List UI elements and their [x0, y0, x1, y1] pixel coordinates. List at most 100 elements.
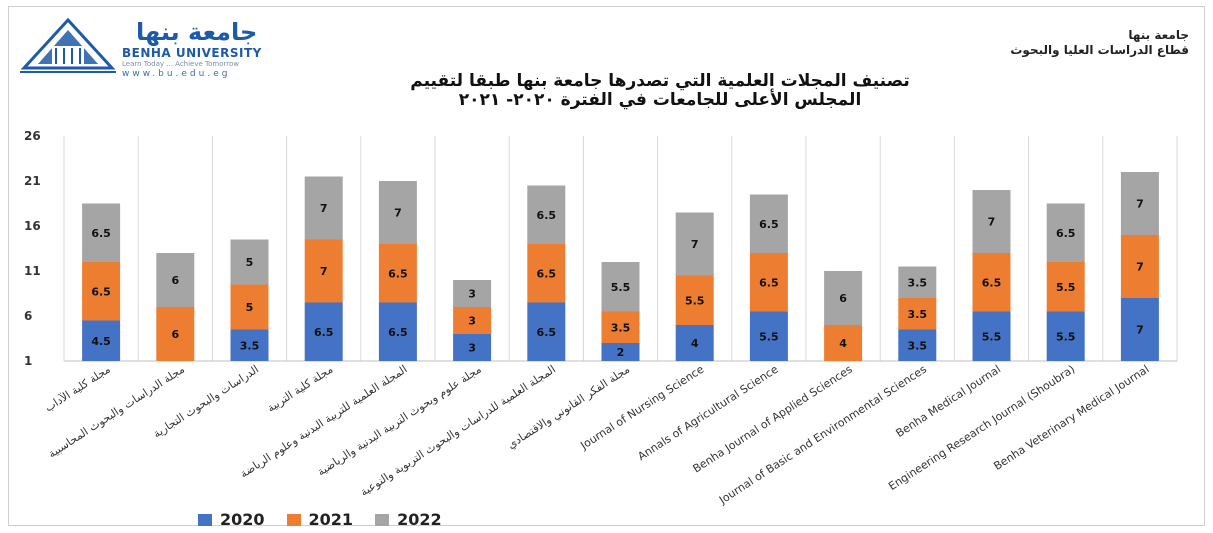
org-line-2: قطاع الدراسات العليا والبحوث: [1010, 43, 1189, 57]
bar-segment-2022: [824, 271, 863, 325]
bar-segment-2020: [749, 311, 788, 361]
chart-title: تصنيف المجلات العلمية التي تصدرها جامعة …: [300, 72, 1020, 110]
data-label: 3: [468, 288, 476, 301]
university-logo: جامعة بنها BENHA UNIVERSITY Learn Today …: [18, 16, 278, 86]
data-label: 6: [839, 292, 847, 305]
bar-segment-2021: [675, 275, 714, 325]
data-label: 3.5: [908, 308, 928, 321]
legend-label: 2020: [220, 510, 265, 529]
bar-segment-2020: [82, 320, 121, 361]
data-label: 6: [171, 328, 179, 341]
data-label: 6.5: [982, 276, 1002, 289]
bar-segment-2022: [378, 181, 417, 244]
bar-segment-2021: [304, 239, 343, 303]
x-tick-label: Benha Veterinary Medical Journal: [991, 363, 1151, 473]
legend-label: 2021: [308, 510, 354, 529]
data-label: 6.5: [388, 267, 408, 280]
data-label: 5.5: [685, 294, 705, 307]
chart-title-line-2: المجلس الأعلى للجامعات في الفترة ٢٠٢٠- ٢…: [458, 90, 862, 110]
data-label: 7: [320, 202, 328, 215]
bar-segment-2021: [972, 253, 1011, 312]
chart-frame: [8, 6, 1205, 526]
data-label: 6.5: [759, 218, 779, 231]
data-label: 7: [1136, 324, 1144, 337]
bar-segment-2022: [675, 212, 714, 276]
data-label: 6.5: [537, 209, 557, 222]
data-label: 6: [171, 274, 179, 287]
data-label: 3.5: [908, 339, 928, 352]
bar-segment-2021: [378, 244, 417, 303]
bar-segment-2020: [378, 302, 417, 361]
y-tick-label: 16: [24, 219, 41, 233]
university-emblem-icon: [20, 17, 116, 73]
y-tick-label: 26: [24, 129, 41, 143]
bar-segment-2020: [527, 302, 566, 361]
logo-url: www.bu.edu.eg: [122, 69, 231, 79]
data-label: 6.5: [759, 276, 779, 289]
bar-segment-2021: [82, 262, 121, 321]
bar-segment-2020: [972, 311, 1011, 361]
data-label: 5.5: [1056, 330, 1076, 343]
data-label: 6.5: [1056, 227, 1076, 240]
data-label: 3.5: [240, 339, 260, 352]
data-label: 6.5: [91, 227, 111, 240]
data-label: 7: [988, 216, 996, 229]
bar-segment-2020: [675, 325, 714, 361]
organization-header: جامعة بنها قطاع الدراسات العليا والبحوث: [1010, 28, 1189, 58]
bar-segment-2021: [156, 307, 195, 361]
data-label: 6.5: [537, 267, 557, 280]
data-label: 6.5: [314, 326, 334, 339]
bar-segment-2020: [898, 329, 937, 361]
data-label: 5: [246, 301, 254, 314]
legend-swatch: [286, 513, 301, 526]
data-label: 7: [691, 238, 699, 251]
data-label: 3: [468, 315, 476, 328]
data-label: 4.5: [91, 335, 111, 348]
y-tick-label: 1: [24, 354, 32, 368]
legend-label: 2022: [397, 510, 442, 529]
legend-item-2020: 2020: [198, 510, 265, 529]
logo-english-name: BENHA UNIVERSITY: [122, 46, 262, 60]
data-label: 4: [691, 337, 699, 350]
data-label: 5.5: [1056, 281, 1076, 294]
bar-segment-2020: [1120, 298, 1159, 361]
x-tick-label: مجلة كلية الآداب: [43, 363, 113, 415]
bar-segment-2021: [453, 307, 492, 334]
bar-segment-2020: [230, 329, 269, 361]
data-label: 5: [246, 256, 254, 269]
bar-segment-2020: [304, 302, 343, 361]
legend-item-2022: 2022: [375, 510, 442, 529]
legend-item-2021: 2021: [286, 510, 354, 529]
bar-segment-2021: [898, 298, 937, 330]
bar-segment-2020: [601, 343, 640, 361]
bar-segment-2022: [156, 253, 195, 307]
bar-segment-2022: [972, 190, 1011, 253]
bar-segment-2021: [1046, 262, 1085, 312]
data-label: 4: [839, 337, 847, 350]
logo-arabic-name: جامعة بنها: [136, 18, 258, 46]
bar-segment-2021: [824, 325, 863, 361]
chart-legend: 2020 2021 2022: [198, 510, 442, 529]
data-label: 3: [468, 342, 476, 355]
data-label: 6.5: [91, 285, 111, 298]
x-tick-label: مجلة الدراسات والبحوث المحاسبية: [46, 363, 187, 461]
data-label: 5.5: [759, 330, 779, 343]
y-tick-label: 21: [24, 174, 41, 188]
logo-tagline: Learn Today ... Achieve Tomorrow: [122, 60, 239, 68]
org-line-1: جامعة بنها: [1128, 28, 1189, 42]
legend-swatch: [198, 513, 212, 526]
bar-segment-2022: [749, 194, 788, 253]
bar-segment-2021: [749, 253, 788, 312]
bar-segment-2022: [230, 239, 269, 285]
bar-segment-2021: [601, 311, 640, 343]
x-tick-label: Journal of Nursing Science: [577, 362, 706, 452]
chart-title-line-1: تصنيف المجلات العلمية التي تصدرها جامعة …: [410, 71, 910, 91]
bar-segment-2022: [304, 176, 343, 240]
data-label: 7: [320, 265, 328, 278]
data-label: 7: [394, 207, 402, 220]
data-label: 7: [1136, 261, 1144, 274]
data-label: 5.5: [982, 330, 1002, 343]
bar-segment-2022: [82, 203, 121, 262]
y-tick-label: 11: [24, 264, 41, 278]
